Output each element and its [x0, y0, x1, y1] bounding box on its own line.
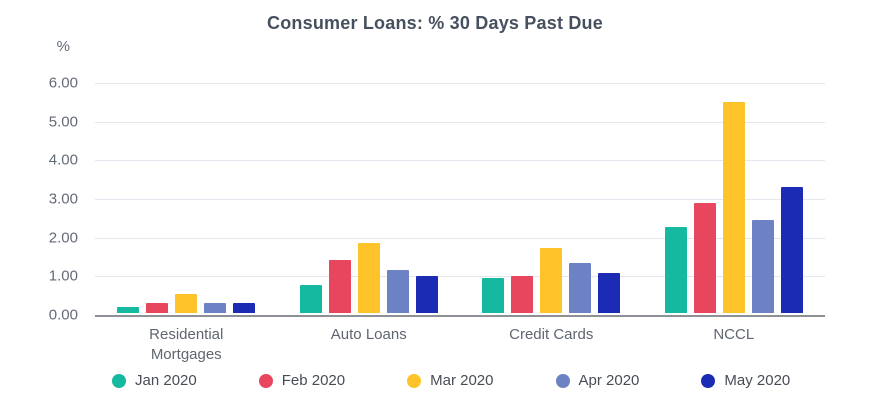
y-axis-tick: 6.00 — [48, 74, 78, 92]
gridline — [95, 237, 825, 239]
bar — [299, 285, 322, 313]
gridline — [95, 121, 825, 123]
y-axis-unit-label: % — [56, 38, 70, 55]
bar — [540, 248, 563, 313]
gridline — [95, 276, 825, 278]
bar — [664, 227, 687, 313]
bar — [386, 270, 409, 313]
legend-dot-icon — [701, 373, 716, 388]
bar — [482, 278, 505, 313]
bar — [751, 220, 774, 313]
legend-dot-icon — [407, 373, 422, 388]
y-axis-tick: 1.00 — [48, 267, 78, 285]
y-axis-tick: 4.00 — [48, 151, 78, 169]
bar — [204, 303, 227, 313]
bar — [415, 276, 438, 313]
legend-dot-icon — [555, 373, 570, 388]
y-axis-tick: 2.00 — [48, 229, 78, 247]
gridline — [95, 83, 825, 84]
legend-item: Jan 2020 — [112, 372, 197, 389]
x-axis-label: Auto Loans — [330, 326, 407, 343]
legend-item: Feb 2020 — [258, 372, 346, 389]
bar — [175, 294, 198, 313]
bar — [328, 260, 351, 313]
bar-group — [299, 243, 438, 313]
legend-item: Mar 2020 — [407, 372, 494, 389]
bar — [598, 273, 621, 313]
bar-group — [482, 248, 621, 313]
bar-group — [117, 294, 256, 313]
bar — [780, 187, 803, 313]
legend-item: May 2020 — [701, 372, 790, 389]
bar — [146, 303, 169, 313]
gridline — [95, 199, 825, 200]
bar-group — [664, 102, 803, 313]
legend-label: Jan 2020 — [135, 372, 197, 389]
y-axis-tick: 0.00 — [48, 306, 78, 324]
legend: Jan 2020 Feb 2020 Mar 2020 Apr 2020 May 2020 — [0, 372, 870, 389]
bar — [569, 263, 592, 313]
bar — [233, 303, 256, 313]
chart-title: Consumer Loans: % 30 Days Past Due — [267, 13, 603, 33]
legend-item: Apr 2020 — [555, 372, 640, 389]
y-axis-tick: 3.00 — [48, 190, 78, 208]
x-axis-label: NCCL — [713, 326, 755, 343]
bar — [693, 203, 716, 313]
y-axis-tick: 5.00 — [48, 113, 78, 131]
legend-label: Apr 2020 — [578, 372, 640, 389]
bar — [117, 307, 140, 313]
bar — [357, 243, 380, 313]
bar — [511, 276, 534, 313]
x-axis-label: Credit Cards — [509, 326, 594, 343]
bar — [722, 102, 745, 313]
legend-label: May 2020 — [724, 372, 791, 389]
y-axis-tick-labels: 6.00 5.00 4.00 3.00 2.00 1.00 0.00 — [0, 0, 78, 401]
plot-area — [95, 83, 825, 317]
legend-dot-icon — [112, 373, 126, 388]
legend-label: Feb 2020 — [281, 372, 346, 389]
gridline — [95, 160, 825, 162]
legend-dot-icon — [258, 373, 273, 388]
legend-label: Mar 2020 — [430, 372, 494, 389]
x-axis-label: Residential Mortgages — [149, 326, 224, 363]
x-axis-line — [95, 315, 825, 317]
